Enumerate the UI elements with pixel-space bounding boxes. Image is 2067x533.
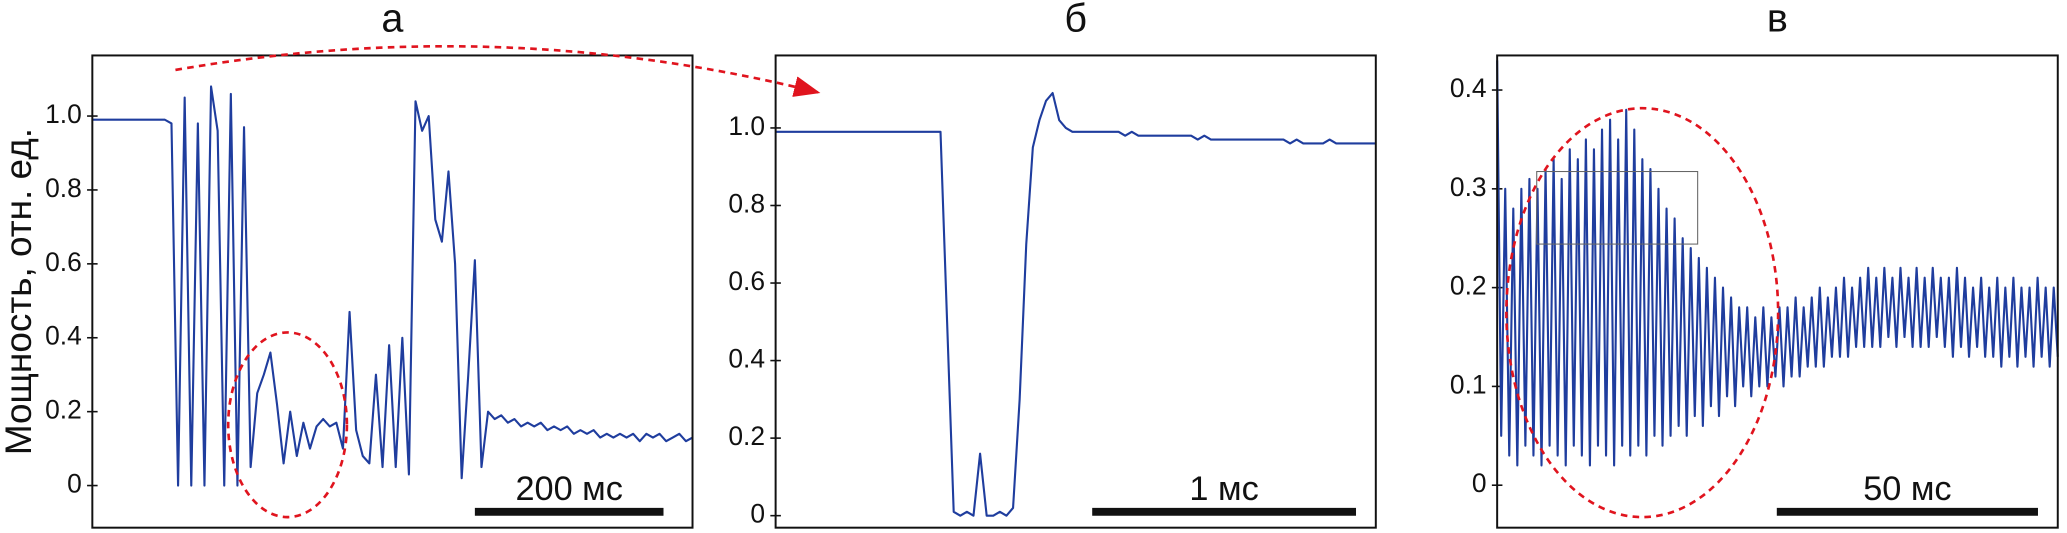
signal-line [92, 85, 694, 487]
chart-title: б [1064, 0, 1087, 41]
y-tick-label: 0.3 [1450, 172, 1487, 202]
plots: а 0 0.2 0.4 0.6 0.8 1.0 200 мс б 0 0.2 0.4 0.6 0.8 1.0… [45, 0, 2059, 529]
y-tick-label: 1.0 [45, 99, 82, 129]
y-tick-label: 0.2 [728, 421, 765, 451]
plot-frame [91, 54, 694, 529]
y-tick-label: 0.2 [45, 395, 82, 425]
y-tick-label: 0.1 [1450, 369, 1487, 399]
y-tick-label: 0.6 [45, 247, 82, 277]
y-tick-label: 0.8 [728, 188, 765, 218]
y-axis-label: Мощность, отн. ед. [0, 128, 39, 455]
y-tick-label: 0.4 [728, 344, 765, 374]
y-tick-label: 0.6 [728, 266, 765, 296]
plot-frame [1496, 54, 2059, 529]
y-tick-label: 0.4 [45, 321, 82, 351]
y-tick-label: 0 [750, 499, 765, 529]
y-tick-label: 0.8 [45, 173, 82, 203]
signal-line [1496, 60, 2059, 467]
y-tick-label: 0 [67, 469, 82, 499]
y-tick-label: 0 [1472, 468, 1487, 498]
scale-bar-label: 200 мс [515, 470, 622, 508]
scale-bar-label: 50 мс [1863, 470, 1951, 508]
plot-frame [774, 54, 1377, 529]
y-tick-label: 0.4 [1450, 73, 1487, 103]
y-tick-label: 0.2 [1450, 271, 1487, 301]
scale-bar-label: 1 мс [1189, 470, 1258, 508]
highlight-ellipse [226, 331, 349, 519]
inset-box [1536, 170, 1699, 245]
y-tick-label: 1.0 [728, 111, 765, 141]
signal-line [775, 91, 1376, 517]
highlight-ellipse [1505, 106, 1780, 519]
chart-title: а [381, 0, 403, 41]
arrow [175, 44, 821, 97]
chart-title: в [1767, 0, 1788, 41]
